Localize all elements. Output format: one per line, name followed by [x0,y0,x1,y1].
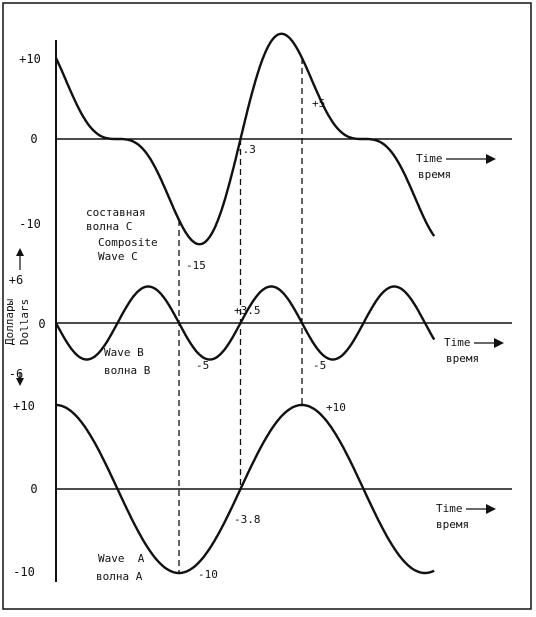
tick-b-top: +6 [9,273,23,287]
tick-c-top: +10 [19,52,41,66]
label-c-ru-1: составная [86,206,146,219]
time-label-c: Time [416,152,443,165]
label-c-en-1: Composite [98,236,158,249]
curve-wave-a [56,403,435,575]
tick-a-bottom: -10 [13,565,35,579]
y-label-en: Dollars [18,299,31,345]
panel-wave-a: +10 0 -10 Wave A волна А -10 -3.8 +10 Ti… [13,399,512,583]
dashed-guides [178,58,303,573]
y-axis-label: Доллары Dollars [3,248,31,386]
time-label-a-ru: время [436,518,469,531]
annotation-a-peak: +10 [326,401,346,414]
annotation-a-cross: -3.8 [234,513,261,526]
y-label-ru: Доллары [3,298,16,345]
curve-wave-b [54,285,436,361]
time-arrowhead-a [486,504,496,514]
label-c-ru-2: волна С [86,220,132,233]
annotation-b-peak: +3.5 [234,304,261,317]
label-a-en: Wave A [98,552,145,565]
time-label-b-ru: время [446,352,479,365]
tick-a-top: +10 [13,399,35,413]
panel-wave-c: +10 0 -10 составная волна С Composite Wa… [19,32,512,272]
time-arrowhead-b [494,338,504,348]
tick-c-bottom: -10 [19,217,41,231]
label-c-en-2: Wave C [98,250,138,263]
time-label-a: Time [436,502,463,515]
tick-c-zero: 0 [30,132,37,146]
annotation-c-plateau: +5 [312,97,325,110]
time-label-c-ru: время [418,168,451,181]
annotation-a-trough: -10 [198,568,218,581]
label-a-ru: волна А [96,570,143,583]
label-b-en: Wave B [104,346,144,359]
panel-wave-b: +6 0 -6 Wave B волна В -5 +3.5 -5 Time в… [9,273,512,381]
curve-wave-c [54,32,436,246]
tick-b-bottom: -6 [9,367,23,381]
figure-frame [2,2,532,610]
time-arrowhead-c [486,154,496,164]
annotation-b-trough-1: -5 [196,359,209,372]
tick-b-zero: 0 [38,317,45,331]
tick-a-zero: 0 [30,482,37,496]
annotation-c-trough: -15 [186,259,206,272]
label-b-ru: волна В [104,364,151,377]
annotation-c-cross: -.3 [236,143,256,156]
time-label-b: Time [444,336,471,349]
annotation-b-trough-2: -5 [313,359,326,372]
